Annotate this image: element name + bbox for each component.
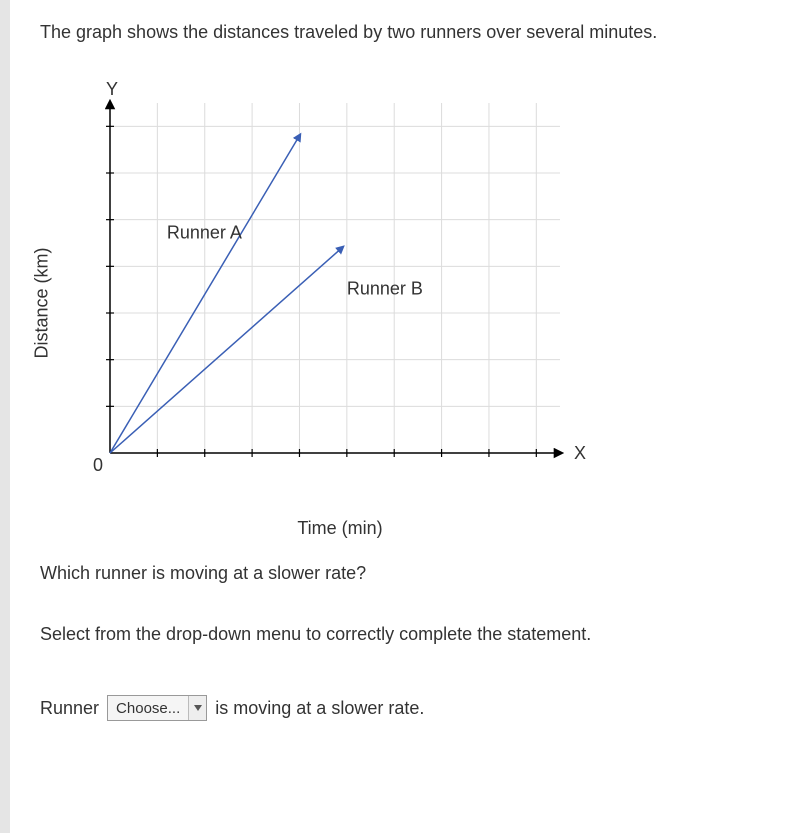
svg-text:X: X — [574, 443, 586, 463]
page-side-bar — [0, 0, 10, 833]
question-text: Which runner is moving at a slower rate? — [40, 563, 770, 584]
distance-time-chart: Distance (km) Runner ARunner BYX0 Time (… — [60, 73, 620, 533]
dropdown-placeholder: Choose... — [108, 700, 188, 717]
svg-text:0: 0 — [93, 455, 103, 475]
runner-dropdown[interactable]: Choose... — [107, 695, 207, 721]
intro-text: The graph shows the distances traveled b… — [40, 22, 770, 43]
svg-text:Y: Y — [106, 79, 118, 99]
chart-svg: Runner A Runner B Y X 0 — [60, 73, 600, 503]
answer-row: Runner Choose... is moving at a slower r… — [40, 695, 770, 721]
y-axis-label: Distance (km) — [32, 247, 53, 358]
svg-text:Runner A: Runner A — [167, 222, 242, 242]
x-axis-label: Time (min) — [297, 518, 382, 539]
answer-prefix: Runner — [40, 698, 99, 719]
chevron-down-icon — [188, 696, 206, 720]
answer-suffix: is moving at a slower rate. — [215, 698, 424, 719]
svg-text:Runner B: Runner B — [347, 278, 423, 298]
instruction-text: Select from the drop-down menu to correc… — [40, 624, 770, 645]
question-container: The graph shows the distances traveled b… — [10, 0, 800, 751]
